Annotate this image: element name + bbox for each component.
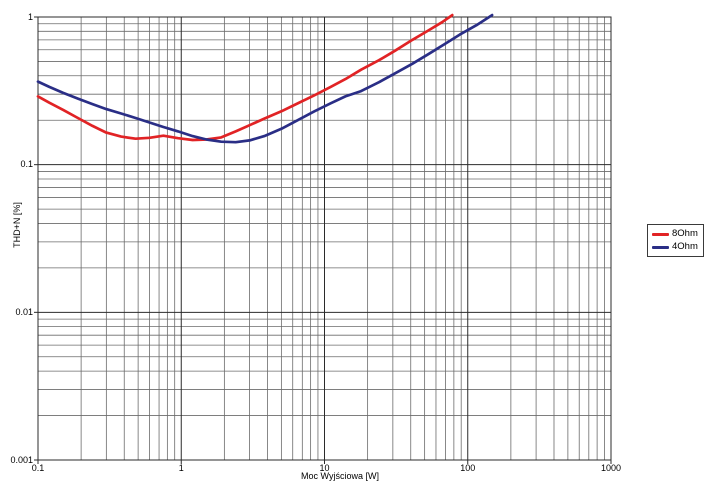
legend: 8Ohm 4Ohm bbox=[647, 224, 704, 257]
y-tick-label: 0.1 bbox=[20, 159, 33, 170]
x-tick-label: 1000 bbox=[600, 463, 622, 473]
legend-label-8ohm: 8Ohm bbox=[672, 228, 698, 239]
legend-label-4ohm: 4Ohm bbox=[672, 241, 698, 252]
series-4ohm-swatch bbox=[652, 245, 669, 249]
x-tick-label: 0.1 bbox=[31, 463, 45, 473]
y-axis-title: THD+N [%] bbox=[12, 202, 22, 248]
legend-item-8ohm: 8Ohm bbox=[652, 229, 698, 239]
x-axis-title: Moc Wyjściowa [W] bbox=[301, 471, 379, 481]
y-tick-label: 0.001 bbox=[10, 454, 33, 465]
series-8ohm-swatch bbox=[652, 232, 669, 236]
x-tick-label: 100 bbox=[460, 463, 476, 473]
y-tick-label: 1 bbox=[27, 11, 33, 22]
series-4ohm-line bbox=[36, 13, 494, 144]
series-8ohm-line bbox=[36, 13, 454, 142]
x-tick-label: 1 bbox=[178, 463, 184, 473]
series-lines bbox=[36, 13, 494, 144]
x-tick-label: 10 bbox=[319, 463, 330, 473]
axis-tick-marks bbox=[34, 16, 612, 464]
y-tick-label: 0.01 bbox=[15, 306, 33, 317]
legend-item-4ohm: 4Ohm bbox=[652, 242, 698, 252]
